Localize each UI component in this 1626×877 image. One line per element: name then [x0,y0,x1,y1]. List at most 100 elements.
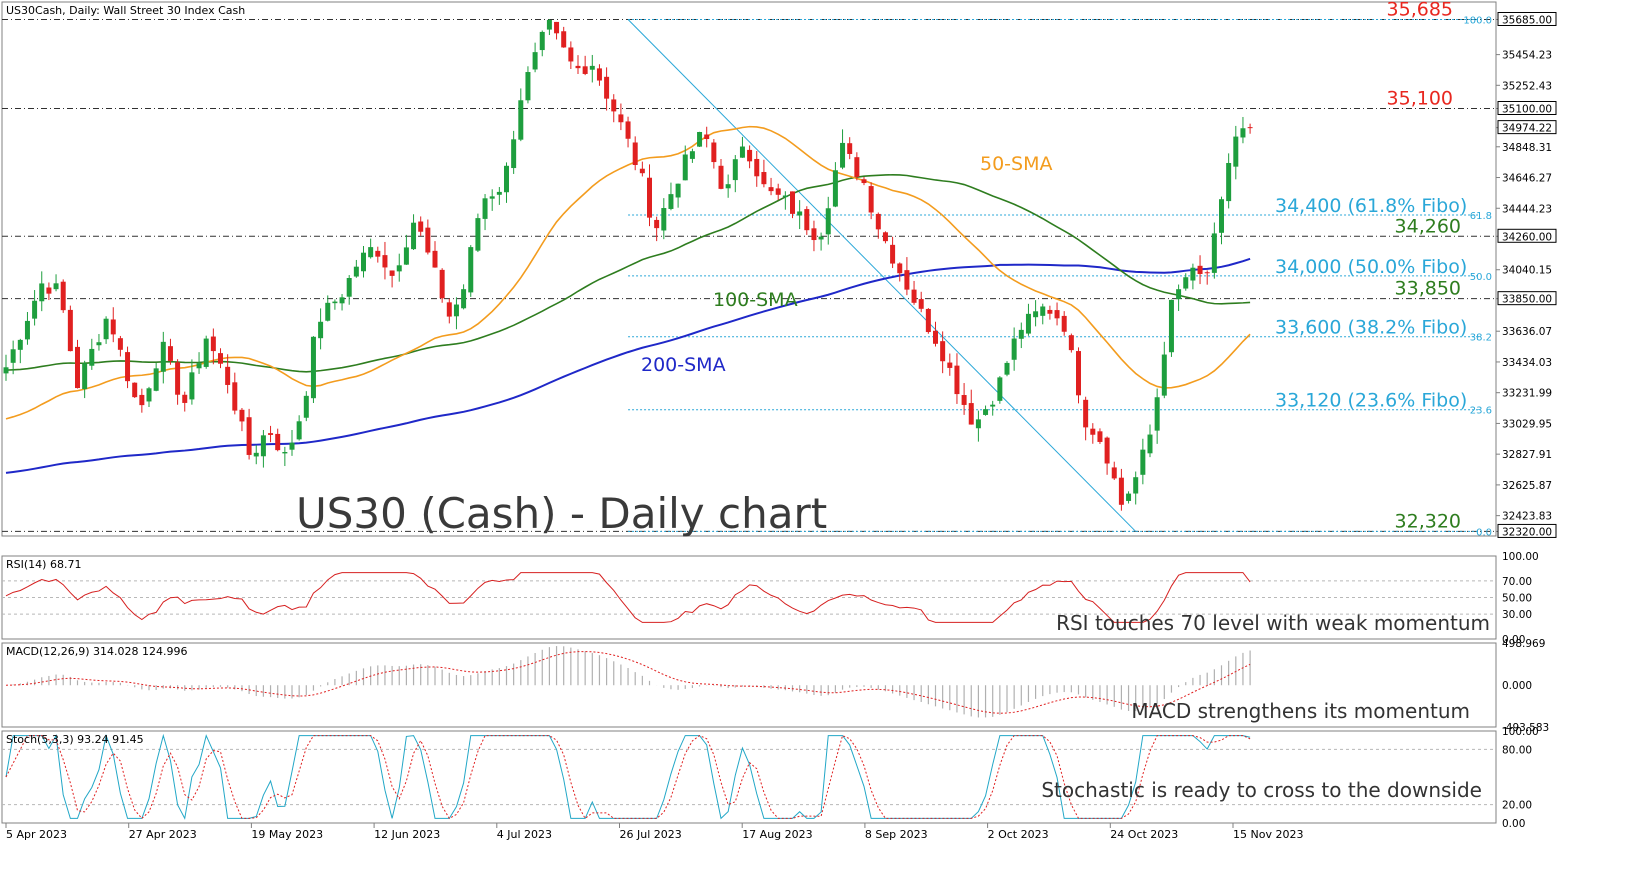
candle-body [1240,128,1246,138]
fibo-ratio-label: 23.6 [1470,406,1492,417]
candle-body [1033,311,1039,318]
rsi-line [5,572,1251,623]
candle-body [1118,477,1124,505]
rsi-tick-label: 70.00 [1502,576,1532,588]
candle-body [282,452,288,454]
x-tick-label: 8 Sep 2023 [865,828,928,841]
candle-body [1190,267,1196,281]
candle-body [17,339,23,350]
candle-body [446,302,452,317]
y-tick-label: 35685.00 [1502,14,1552,26]
fibo-ratio-label: 0.0 [1476,527,1492,538]
y-tick-label: 32625.87 [1502,480,1552,492]
stoch-tick-label: 0.00 [1502,818,1525,830]
candle-body [32,300,38,319]
candle-body [625,121,631,139]
candle-body [804,209,810,231]
candle-body [1183,277,1189,289]
macd-tick-label: 498.969 [1502,638,1545,650]
y-tick-label: 35454.23 [1502,50,1552,62]
fibo-level-label: 34,400 (61.8% Fibo) [1275,195,1467,217]
candle-body [1126,493,1132,501]
price-tag-box [1497,523,1557,538]
candle-body [103,318,109,340]
rsi-annotation: RSI touches 70 level with weak momentum [1056,611,1490,635]
candle-body [532,52,538,70]
candle-body [411,222,417,250]
candle-body [160,341,166,372]
candle-body [632,142,638,165]
candle-body [1219,199,1224,233]
y-tick-label: 35100.00 [1502,103,1552,115]
candle-body [461,289,467,309]
candle-body [110,319,116,335]
rsi-tick-label: 50.00 [1502,593,1532,605]
candle-body [518,100,524,140]
candle-body [961,395,967,405]
stoch-panel-frame [1,730,1497,824]
candle-body [1068,335,1074,351]
candle-body [418,221,424,232]
candle-body [811,228,817,241]
candle-body [125,352,131,382]
candle-body [768,187,774,192]
candle-body [496,191,502,195]
candle-body [754,158,760,177]
candle-body [425,227,431,253]
price-tag-box [1497,228,1557,243]
macd-tick-label: -493.583 [1502,722,1549,734]
candle-body [53,283,59,290]
y-tick-label: 33231.99 [1502,388,1552,400]
fibo-ratio-label: 50.0 [1470,272,1492,283]
price-tag-box [1497,291,1557,306]
candle-body [139,394,145,406]
candle-body [918,299,924,309]
candle-body [511,139,517,169]
y-tick-label: 34848.31 [1502,142,1552,154]
candle-body [67,309,73,352]
candle-body [210,336,216,352]
candle-body [897,263,903,274]
rsi-title: RSI(14) 68.71 [6,558,81,571]
fibo-level-label: 34,000 (50.0% Fibo) [1275,256,1467,278]
candle-body [346,278,352,297]
candle-body [218,353,223,364]
candle-body [661,208,667,231]
candle-body [782,195,788,198]
candle-body [196,363,202,369]
candle-body [704,134,710,140]
candle-body [997,377,1003,401]
x-tick-label: 4 Jul 2023 [497,828,552,841]
candle-body [382,255,388,268]
price-tag-box [1497,11,1557,26]
candle-body [339,297,345,304]
sma100-label: 100-SMA [713,289,798,311]
candle-body [1233,136,1239,167]
level-label: 35,685 [1387,0,1453,20]
x-tick-label: 12 Jun 2023 [374,828,440,841]
candle-body [818,236,824,240]
y-tick-label: 32827.91 [1502,449,1552,461]
candle-body [825,208,831,235]
fibo-level-label: 33,600 (38.2% Fibo) [1275,317,1467,339]
candle-body [253,452,259,457]
candle-body [167,346,173,361]
macd-annotation: MACD strengthens its momentum [1131,699,1470,723]
y-tick-label: 33636.07 [1502,326,1552,338]
candle-body [911,289,917,303]
y-tick-label: 33029.95 [1502,418,1552,430]
candle-body [75,346,80,389]
symbol-title: US30Cash, Daily: Wall Street 30 Index Ca… [6,4,245,17]
y-tick-label: 32423.83 [1502,511,1552,523]
candle-body [303,395,309,418]
candle-body [146,388,152,402]
candle-body [1111,467,1117,479]
candle-body [1168,299,1174,353]
candle-body [954,365,960,395]
candle-body [153,368,159,391]
candle-body [182,394,188,403]
fibo-trendline [627,19,1137,532]
x-tick-label: 27 Apr 2023 [129,828,197,841]
candle-body [1025,313,1031,334]
stoch-signal-line [5,734,1251,820]
